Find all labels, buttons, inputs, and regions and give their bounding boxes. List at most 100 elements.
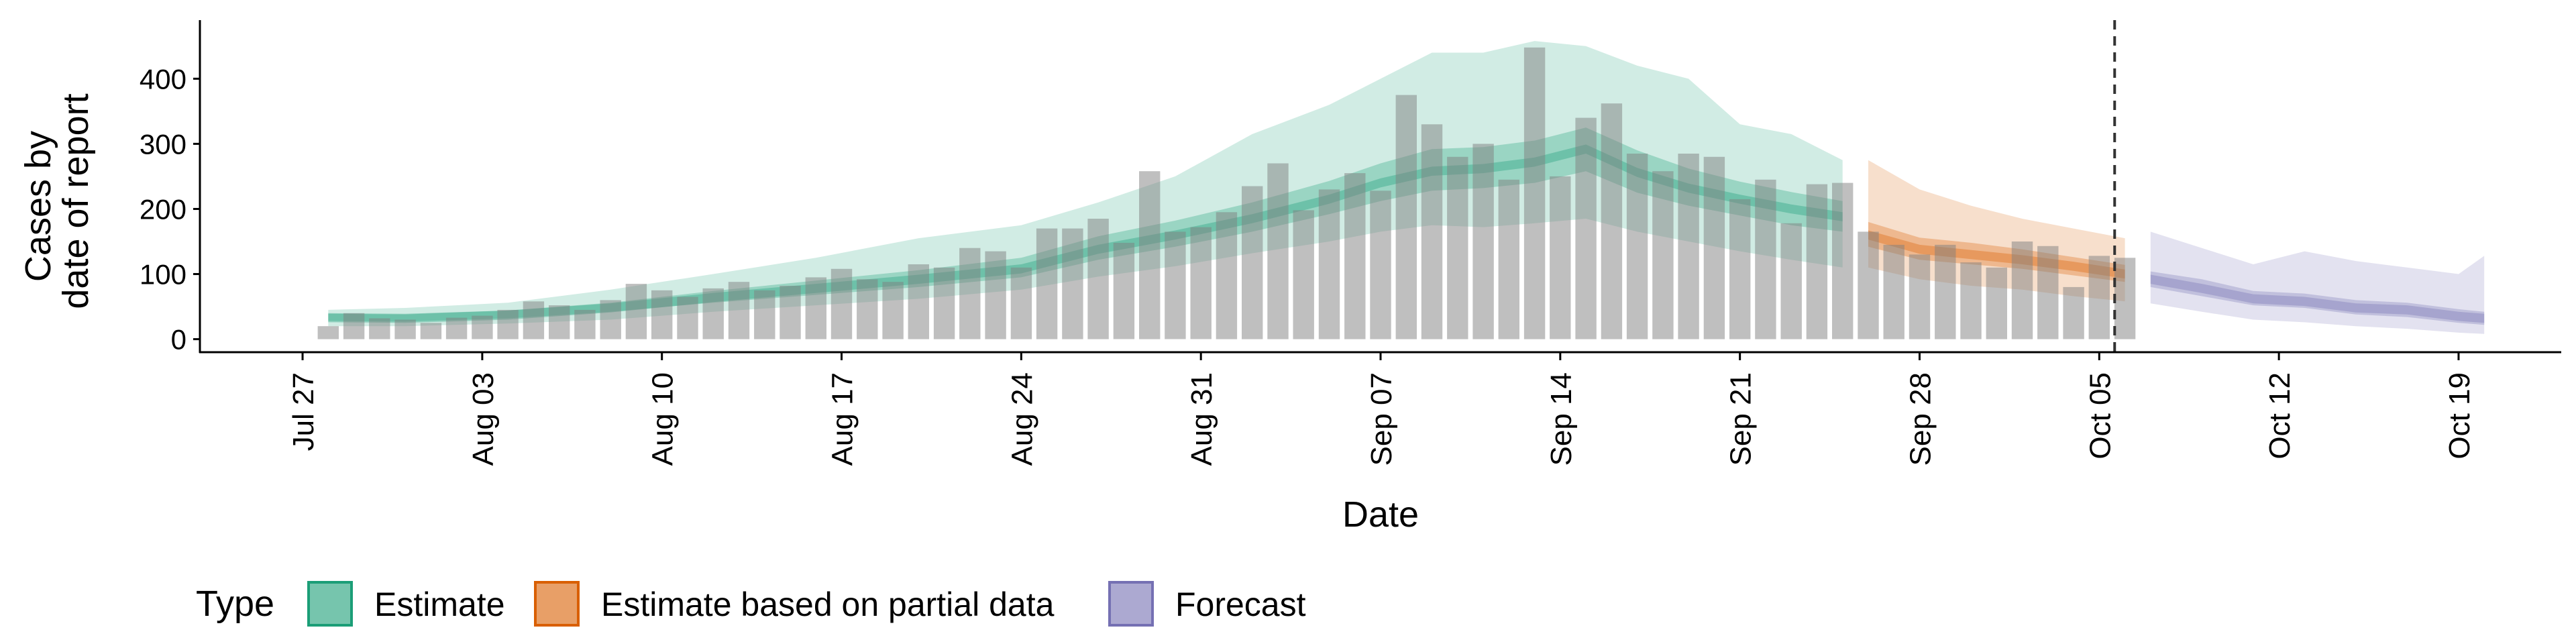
bar <box>1318 189 1340 339</box>
bar <box>1523 47 1546 339</box>
y-axis-title-line-1: Cases by <box>18 131 58 282</box>
legend-item-partial: Estimate based on partial data <box>534 581 1055 627</box>
x-tick-label: Aug 10 <box>647 372 680 466</box>
bar <box>549 305 570 339</box>
bar <box>574 309 596 339</box>
x-tick-label: Aug 24 <box>1006 372 1038 466</box>
bar <box>830 268 853 339</box>
bar <box>805 277 826 339</box>
x-tick-label: Sep 28 <box>1904 372 1937 466</box>
y-tick-label: 300 <box>140 128 186 160</box>
legend-item-forecast: Forecast <box>1108 581 1306 627</box>
bar <box>1575 117 1597 339</box>
bar <box>1062 228 1083 339</box>
bar <box>882 282 904 339</box>
bar <box>625 284 647 339</box>
bar <box>420 323 442 339</box>
legend-key-forecast <box>1108 581 1154 627</box>
x-tick-label: Oct 05 <box>2084 372 2116 460</box>
legend-key-estimate <box>307 581 353 627</box>
x-tick-label: Sep 14 <box>1545 372 1578 466</box>
bar <box>1626 154 1648 339</box>
bar <box>1242 186 1263 339</box>
bar <box>1395 95 1417 339</box>
bar <box>1190 227 1212 339</box>
bar <box>1652 171 1674 339</box>
bar <box>1729 199 1751 339</box>
estimate-based-on-partial-data-median-line <box>1868 230 2125 279</box>
estimate-based-on-partial-data-band-50 <box>1868 221 2125 282</box>
forecast-band-90 <box>2150 231 2485 334</box>
bar <box>1139 171 1161 339</box>
estimate-band-90 <box>328 41 1843 327</box>
bar <box>651 290 673 339</box>
bar <box>1113 242 1135 339</box>
legend-label-forecast: Forecast <box>1175 586 1306 623</box>
forecast-band-50 <box>2150 271 2485 325</box>
bar <box>1370 191 1391 339</box>
bar <box>1858 231 1879 339</box>
x-tick-label: Jul 27 <box>287 372 320 451</box>
bar <box>959 248 981 339</box>
x-tick-label: Sep 07 <box>1365 372 1398 466</box>
bar <box>985 251 1006 339</box>
x-tick-label: Aug 31 <box>1185 372 1218 466</box>
bar <box>2037 246 2059 339</box>
bar <box>2063 286 2084 339</box>
bar <box>2114 258 2136 339</box>
x-axis-title: Date <box>1342 494 1419 535</box>
bar <box>1165 231 1186 339</box>
bar <box>1421 124 1443 339</box>
bar <box>1036 228 1058 339</box>
legend-label-partial: Estimate based on partial data <box>601 586 1055 623</box>
y-axis-title-line-2: date of report <box>56 93 96 309</box>
bar <box>445 317 468 339</box>
x-tick-label: Aug 17 <box>826 372 859 466</box>
bar <box>343 313 365 339</box>
y-tick-label: 100 <box>140 259 186 290</box>
bar <box>1010 267 1032 339</box>
bar <box>908 264 929 339</box>
bar <box>1293 210 1314 339</box>
bar <box>1601 103 1623 339</box>
bar <box>728 282 750 339</box>
legend-label-estimate: Estimate <box>374 586 505 623</box>
bar <box>780 286 801 339</box>
legend: Type Estimate Estimate based on partial … <box>196 581 1306 627</box>
bar <box>1550 176 1571 339</box>
legend-item-estimate: Estimate <box>307 581 505 627</box>
y-axis-title: Cases by date of report <box>18 93 96 309</box>
bar <box>1909 254 1931 339</box>
bar <box>702 288 724 339</box>
bar <box>369 318 390 339</box>
bar <box>933 267 955 339</box>
x-tick-label: Aug 03 <box>467 372 500 466</box>
bar <box>857 279 878 339</box>
x-tick-label: Oct 12 <box>2263 372 2296 460</box>
bar <box>1780 223 1802 339</box>
bar <box>1755 179 1776 339</box>
bar <box>1703 156 1725 339</box>
reported-cases-bars <box>317 47 2136 339</box>
y-axis-ticks: 0 100 200 300 400 <box>140 63 200 356</box>
y-tick-label: 0 <box>171 324 186 356</box>
y-tick-label: 200 <box>140 193 186 225</box>
bar <box>1267 163 1289 339</box>
forecast-median-line <box>2150 274 2485 323</box>
x-axis-ticks: Jul 27 Aug 03 Aug 10 Aug 17 Aug 24 Aug 31 Sep … <box>287 352 2476 466</box>
bar <box>2011 241 2033 339</box>
bar <box>523 301 545 339</box>
y-tick-label: 400 <box>140 63 186 95</box>
bar <box>394 319 416 339</box>
bar <box>1832 182 1854 339</box>
legend-key-partial <box>534 581 580 627</box>
bar <box>1986 267 2007 339</box>
bar <box>1935 244 1956 339</box>
x-tick-label: Oct 19 <box>2443 372 2476 460</box>
bar <box>472 315 493 339</box>
estimate-based-on-partial-data-band-90 <box>1868 160 2125 302</box>
bar <box>1216 212 1238 339</box>
legend-title: Type <box>196 584 274 624</box>
bar <box>1498 179 1519 339</box>
